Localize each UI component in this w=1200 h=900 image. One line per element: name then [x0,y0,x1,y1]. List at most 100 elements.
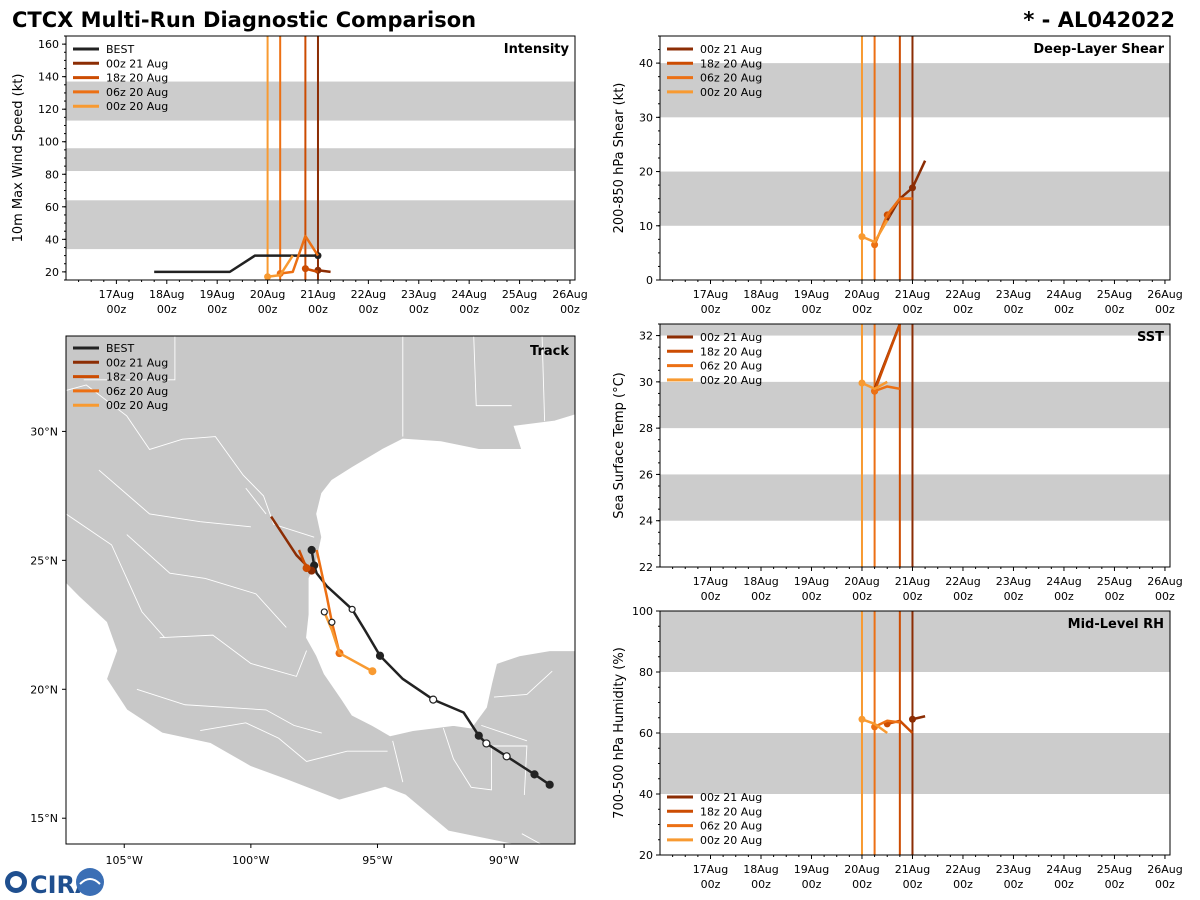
x-tick-hour: 00z [852,878,872,891]
x-tick-date: 19Aug [794,863,829,876]
x-tick-hour: 00z [258,303,278,316]
legend-label: BEST [106,43,134,56]
map-y-tick-label: 15°N [30,812,58,825]
x-tick-hour: 00z [1155,878,1175,891]
x-tick-date: 23Aug [401,288,436,301]
frame-track [65,335,576,845]
panel-title: Mid-Level RH [1068,617,1164,632]
track-map: 105°W 100°W 95°W 90°W 15°N 20°N 25°N 30°N Track B… [30,335,576,867]
series-line-rh-2 [874,719,901,729]
x-tick-date: 18Aug [743,575,778,588]
y-tick-label: 26 [639,468,653,481]
series-marker-intensity-4 [264,273,272,280]
x-tick-date: 17Aug [99,288,134,301]
boundary-line-7 [159,634,307,677]
legend-label: 00z 21 Aug [106,356,168,369]
x-tick-date: 17Aug [693,863,728,876]
x-tick-hour: 00z [1054,303,1074,316]
x-tick-date: 23Aug [996,863,1031,876]
y-tick-label: 100 [38,136,59,149]
legend-label: 18z 20 Aug [106,72,168,85]
panel-title: Deep-Layer Shear [1033,42,1164,57]
x-tick-date: 18Aug [743,863,778,876]
panel-intensity: 20 40 60 80 100 120 140 160 17Aug 00z 18Aug 00z 19Au… [11,35,588,316]
legend-label: 18z 20 Aug [700,57,762,70]
x-tick-hour: 00z [1004,878,1024,891]
series-line-shear-0 [886,160,927,221]
x-tick-date: 26Aug [552,288,587,301]
map-x-tick-label: 100°W [232,854,269,867]
x-tick-date: 20Aug [844,575,879,588]
series-line-sst-2 [874,385,901,393]
track-point-0-6 [429,695,438,704]
x-tick-hour: 00z [1004,590,1024,603]
x-tick-date: 21Aug [895,863,930,876]
x-tick-date: 24Aug [1046,863,1081,876]
track-point-0-8 [375,651,385,660]
map-content [66,336,575,844]
x-tick-date: 26Aug [1147,575,1182,588]
map-x-tick-label: 90°W [489,854,519,867]
y-tick-label: 40 [639,788,653,801]
boundary-line-9 [200,722,388,762]
y-tick-label: 60 [639,727,653,740]
band-sst-0 [660,474,1170,521]
band-sst-2 [660,324,1170,336]
series-line-intensity-3 [280,234,320,275]
panel-title: SST [1137,330,1164,345]
boundary-line-10 [392,740,404,783]
y-tick-label: 24 [639,515,653,528]
panel-sst: 22 24 26 28 30 32 17Aug 00z 18Aug 00z 19Aug 00z 20Au… [612,323,1183,603]
series-marker-rh-0 [908,715,916,723]
y-tick-label: 120 [38,103,59,116]
x-tick-date: 23Aug [996,288,1031,301]
band-sst-1 [660,381,1170,429]
y-tick-label: 40 [639,57,653,70]
map-x-tick-label: 95°W [362,854,392,867]
band-intensity-1 [66,148,575,172]
y-tick-label: 20 [639,849,653,862]
y-tick-label: 160 [38,38,59,51]
series-line-sst-1 [873,324,902,392]
y-tick-label: 32 [639,330,653,343]
x-tick-hour: 00z [1105,878,1125,891]
x-tick-hour: 00z [560,303,580,316]
y-tick-label: 40 [45,233,59,246]
track-line-0 [310,549,551,786]
boundary-line-1 [83,336,176,381]
y-tick-label: 20 [45,266,59,279]
x-tick-date: 25Aug [1097,863,1132,876]
series-marker-intensity-2 [301,265,309,273]
x-tick-hour: 00z [1105,590,1125,603]
landmass-baja [66,520,67,587]
chart-panels: 20 40 60 80 100 120 140 160 17Aug 00z 18Aug 00z 19Au… [11,35,1183,891]
x-tick-hour: 00z [1054,590,1074,603]
x-tick-hour: 00z [1155,303,1175,316]
legend-label: 00z 20 Aug [700,834,762,847]
x-tick-date: 24Aug [1046,575,1081,588]
series-marker-sst-3 [858,379,866,387]
y-tick-label: 80 [639,666,653,679]
y-tick-label: 140 [38,71,59,84]
band-intensity-2 [66,81,575,121]
x-tick-hour: 00z [852,303,872,316]
legend-label: 18z 20 Aug [106,371,168,384]
series-marker-rh-3 [858,715,866,723]
legend-label: BEST [106,342,134,355]
map-y-tick-label: 20°N [30,683,58,696]
series-line-rh-3 [861,718,888,735]
panel-title: Track [530,344,569,359]
boundary-line-12 [481,724,528,742]
series-point-shear-0-0 [908,184,916,192]
x-tick-hour: 00z [107,303,127,316]
x-tick-date: 18Aug [149,288,184,301]
legend-label: 18z 20 Aug [700,345,762,358]
y-tick-label: 60 [45,201,59,214]
x-tick-hour: 00z [751,590,771,603]
x-tick-hour: 00z [308,303,328,316]
legend-label: 18z 20 Aug [700,805,762,818]
x-tick-date: 24Aug [1046,288,1081,301]
cira-logo: CIRA [5,868,104,899]
